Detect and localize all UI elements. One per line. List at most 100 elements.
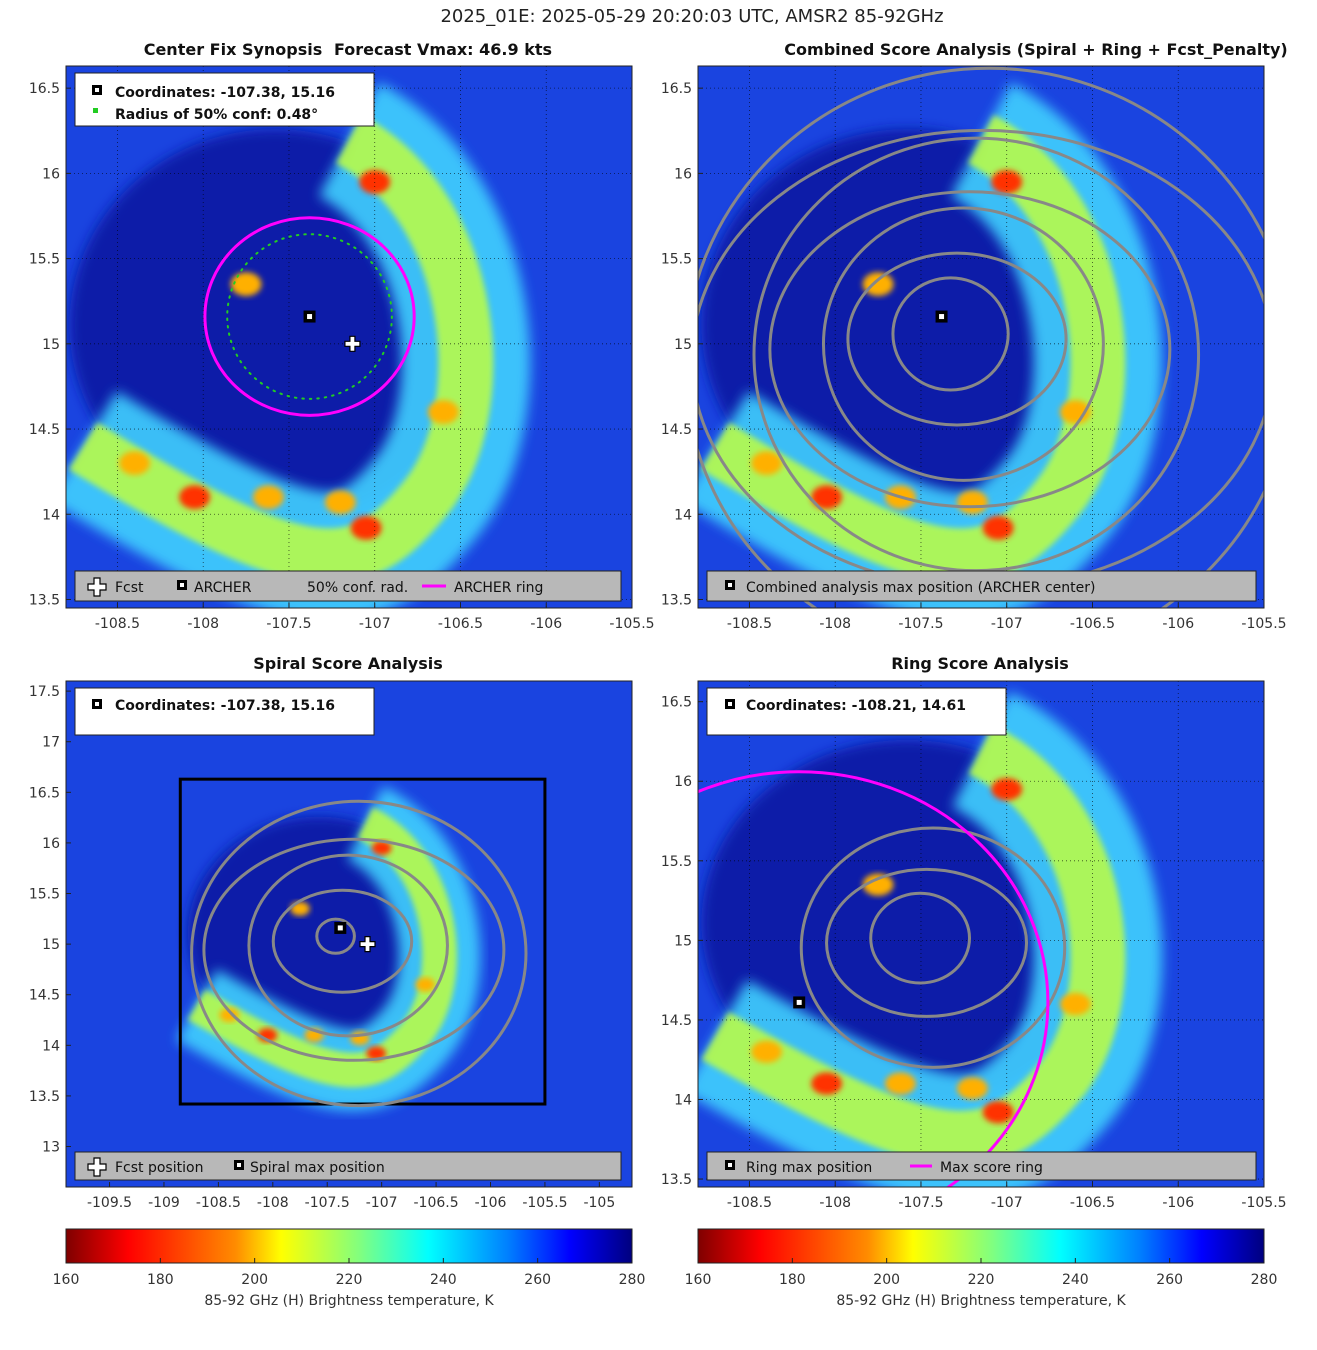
convective-cell bbox=[956, 1077, 988, 1100]
x-tick-label: -107 bbox=[991, 1195, 1023, 1211]
combined-score-contour bbox=[891, 276, 1010, 392]
convective-cell bbox=[219, 1007, 240, 1023]
y-tick-label: 16 bbox=[674, 166, 692, 182]
colorbar-tick-label: 260 bbox=[524, 1272, 551, 1288]
y-tick-label: 16.5 bbox=[29, 785, 60, 801]
colorbar-left: 160 180 200 220 240 260 280 85-92 GHz (H) Brig… bbox=[53, 1228, 646, 1309]
x-tick-label: -108.5 bbox=[196, 1195, 241, 1211]
archer-center-marker-inner bbox=[307, 314, 313, 320]
colorbar-ticks: 160 180 200 220 240 260 280 bbox=[53, 1258, 646, 1288]
convective-cell bbox=[956, 490, 988, 515]
x-tick-label: -105.5 bbox=[1241, 1195, 1286, 1211]
legend-ring-max: Ring max position bbox=[746, 1160, 872, 1176]
x-tick-label: -107 bbox=[991, 616, 1023, 632]
conf-dot-icon bbox=[93, 108, 98, 113]
x-tick-label: -107 bbox=[359, 616, 391, 632]
convective-cell bbox=[751, 1040, 783, 1063]
archer-ring bbox=[203, 216, 416, 417]
colorbar-tick-label: 280 bbox=[619, 1272, 646, 1288]
x-tick-label: -107.5 bbox=[305, 1195, 350, 1211]
convective-cell bbox=[350, 515, 382, 540]
colorbar-tick-label: 220 bbox=[336, 1272, 363, 1288]
convective-cell bbox=[991, 169, 1023, 194]
y-tick-label: 14 bbox=[42, 507, 60, 523]
colorbar-tick-label: 220 bbox=[968, 1272, 995, 1288]
y-tick-label: 15.5 bbox=[29, 887, 60, 903]
forecast-position-marker bbox=[359, 936, 376, 953]
y-tick-label: 13.5 bbox=[661, 592, 692, 608]
y-tick-label: 14.5 bbox=[29, 988, 60, 1004]
colorbar-tick-label: 160 bbox=[53, 1272, 80, 1288]
coordinates-text: Coordinates: -107.38, 15.16 bbox=[115, 85, 335, 101]
legend-conf-rad: 50% conf. rad. bbox=[307, 580, 408, 596]
convective-cell bbox=[415, 977, 435, 992]
y-tick-label: 13 bbox=[42, 1140, 60, 1156]
y-tick-label: 14 bbox=[674, 507, 692, 523]
info-box: Coordinates: -107.38, 15.16 Radius of 50… bbox=[74, 72, 375, 127]
convective-cell bbox=[982, 515, 1014, 540]
plot-frame bbox=[697, 65, 1265, 609]
convective-cell bbox=[811, 1072, 843, 1095]
x-tick-label: -105.5 bbox=[609, 616, 654, 632]
y-axis-ticks: 13 13.5 14 14.5 15 15.5 16 16.5 17 17.5 bbox=[29, 684, 71, 1156]
panel-combined-score: Combined Score Analysis (Spiral + Ring +… bbox=[661, 40, 1288, 632]
panel-spiral-score: Spiral Score Analysis -109.5 -109 -108.5 -1… bbox=[29, 654, 633, 1211]
colorbar-tick-label: 180 bbox=[147, 1272, 174, 1288]
combined-score-contour bbox=[768, 190, 1172, 509]
rainband-core bbox=[68, 115, 494, 584]
convective-cell bbox=[1059, 992, 1091, 1016]
y-tick-label: 16 bbox=[674, 774, 692, 790]
y-tick-label: 13.5 bbox=[661, 1172, 692, 1188]
x-tick-label: -108.5 bbox=[727, 616, 772, 632]
conf-radius-circle bbox=[226, 233, 393, 400]
y-tick-label: 14.5 bbox=[29, 422, 60, 438]
y-axis-ticks: 13.5 14 14.5 15 15.5 16 16.5 bbox=[661, 695, 703, 1188]
gridlines bbox=[698, 681, 1264, 1187]
conf-radius-text: Radius of 50% conf: 0.48° bbox=[115, 107, 318, 123]
x-tick-label: -108 bbox=[819, 616, 851, 632]
x-tick-label: -106.5 bbox=[1070, 616, 1115, 632]
legend-fcst-position: Fcst position bbox=[115, 1160, 203, 1176]
colorbar-tick-label: 260 bbox=[1156, 1272, 1183, 1288]
convective-cell bbox=[862, 272, 894, 297]
combined-score-contour bbox=[846, 251, 1068, 427]
combined-score-contour bbox=[698, 66, 1264, 608]
panel-d-title: Ring Score Analysis bbox=[891, 654, 1069, 673]
spiral-score-contour bbox=[315, 917, 356, 955]
legend-max-score-ring: Max score ring bbox=[940, 1160, 1043, 1176]
colorbar-tick-label: 180 bbox=[779, 1272, 806, 1288]
convective-cell bbox=[884, 1072, 916, 1095]
legend: Fcst ARCHER 50% conf. rad. ARCHER ring bbox=[74, 570, 622, 602]
info-box: Coordinates: -107.38, 15.16 bbox=[74, 687, 375, 736]
panel-c-title: Spiral Score Analysis bbox=[253, 654, 443, 673]
panel-d-overlays bbox=[698, 770, 1067, 1187]
convective-cell bbox=[1059, 400, 1091, 424]
x-tick-label: -106 bbox=[530, 616, 562, 632]
x-tick-label: -106 bbox=[1162, 616, 1194, 632]
y-tick-label: 15 bbox=[674, 337, 692, 353]
y-tick-label: 15.5 bbox=[29, 252, 60, 268]
panel-a-overlays bbox=[203, 216, 416, 417]
y-tick-label: 15.5 bbox=[661, 854, 692, 870]
rainband-core bbox=[701, 724, 1126, 1166]
legend: Fcst position Spiral max position bbox=[74, 1151, 622, 1181]
colorbar-right: 160 180 200 220 240 260 280 85-92 GHz (H) Brig… bbox=[685, 1228, 1277, 1309]
x-axis-ticks: -109.5 -109 -108.5 -108 -107.5 -107 -106.5 -106… bbox=[87, 1182, 615, 1211]
y-tick-label: 15 bbox=[42, 337, 60, 353]
y-tick-label: 16 bbox=[42, 166, 60, 182]
figure-title: 2025_01E: 2025-05-29 20:20:03 UTC, AMSR2… bbox=[440, 6, 943, 27]
convective-cell bbox=[811, 485, 843, 510]
convective-cell bbox=[359, 169, 391, 194]
spiral-score-contour bbox=[202, 837, 506, 1062]
y-tick-label: 15.5 bbox=[661, 252, 692, 268]
ring-max-marker-inner bbox=[796, 999, 802, 1005]
legend-archer: ARCHER bbox=[194, 580, 252, 596]
x-tick-label: -108.5 bbox=[95, 616, 140, 632]
legend: Combined analysis max position (ARCHER c… bbox=[706, 570, 1257, 602]
x-tick-label: -108 bbox=[819, 1195, 851, 1211]
legend: Ring max position Max score ring bbox=[706, 1151, 1257, 1181]
x-axis-ticks: -108.5 -108 -107.5 -107 -106.5 -106 -105.5 bbox=[727, 603, 1287, 632]
colorbar-tick-label: 200 bbox=[241, 1272, 268, 1288]
x-tick-label: -107.5 bbox=[898, 1195, 943, 1211]
y-tick-label: 15 bbox=[674, 933, 692, 949]
